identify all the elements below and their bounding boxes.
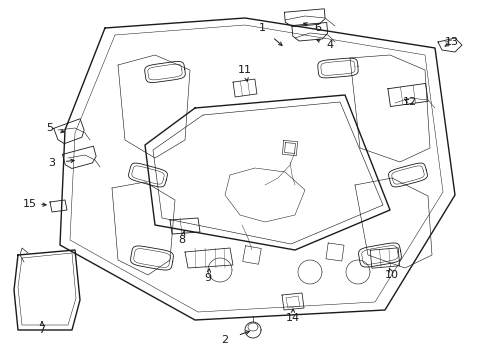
- Text: 10: 10: [384, 270, 398, 280]
- Text: 4: 4: [326, 40, 333, 50]
- Text: 1: 1: [258, 23, 265, 33]
- Text: 14: 14: [285, 313, 300, 323]
- Text: 12: 12: [402, 97, 416, 107]
- Text: 15: 15: [23, 199, 37, 209]
- Text: 8: 8: [178, 235, 185, 245]
- Text: 3: 3: [48, 158, 55, 168]
- Text: 13: 13: [444, 37, 458, 47]
- Text: 7: 7: [39, 325, 45, 335]
- Text: 6: 6: [314, 23, 321, 33]
- Text: 9: 9: [204, 273, 211, 283]
- Text: 5: 5: [46, 123, 53, 133]
- Text: 2: 2: [221, 335, 228, 345]
- Text: 11: 11: [238, 65, 251, 75]
